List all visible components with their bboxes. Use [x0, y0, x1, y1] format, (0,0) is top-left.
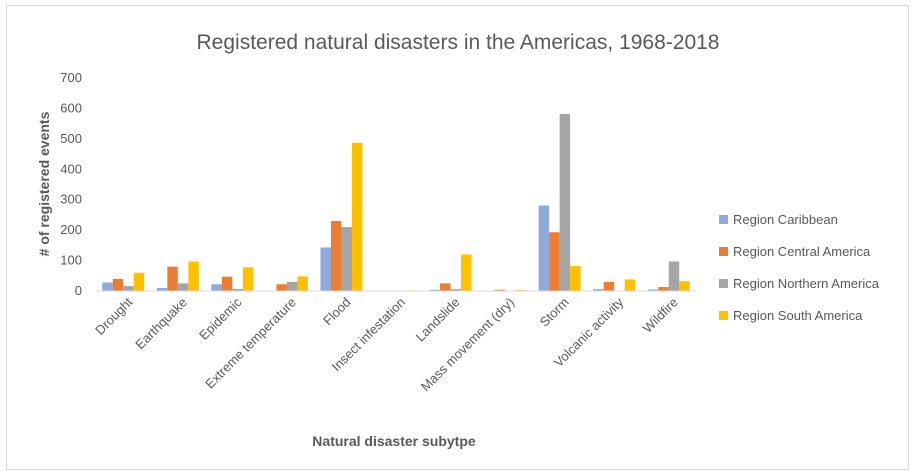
legend-label: Region South America: [733, 308, 863, 323]
bar: [668, 261, 680, 291]
x-tick-label: Extreme temperature: [202, 295, 299, 392]
bar: [211, 284, 222, 291]
bar: [232, 288, 243, 291]
chart-frame: [6, 5, 909, 470]
bar: [177, 283, 189, 291]
bar: [593, 289, 604, 291]
bar: [494, 289, 506, 291]
x-tick-label: Earthquake: [132, 295, 190, 353]
x-tick-label: Flood: [320, 295, 354, 329]
bar: [276, 284, 287, 291]
bar: [123, 286, 134, 291]
y-tick-label: 100: [60, 253, 82, 268]
bar: [286, 281, 298, 291]
bar: [341, 227, 352, 291]
x-tick-label: Drought: [92, 294, 136, 338]
bar: [450, 289, 462, 291]
bar: [133, 272, 145, 291]
bar: [242, 267, 254, 291]
bar: [559, 113, 571, 291]
legend-label: Region Northern America: [733, 276, 880, 291]
bar: [549, 232, 560, 291]
y-tick-label: 600: [60, 100, 82, 115]
y-tick-label: 0: [75, 283, 82, 298]
x-tick-label: Landslide: [413, 295, 463, 345]
x-tick-label: Epidemic: [196, 294, 245, 343]
bar: [167, 266, 178, 291]
legend-swatch: [719, 279, 728, 288]
y-tick-label: 700: [60, 70, 82, 85]
bar: [112, 278, 124, 291]
legend-swatch: [719, 247, 728, 256]
bar: [679, 281, 690, 291]
bar: [570, 266, 581, 291]
y-axis-title: # of registered events: [36, 111, 52, 256]
bar: [156, 287, 168, 291]
y-tick-label: 400: [60, 161, 82, 176]
x-tick-label: Mass movement (dry): [418, 295, 517, 394]
bar: [461, 254, 472, 291]
chart-title: Registered natural disasters in the Amer…: [197, 31, 720, 54]
bar: [538, 205, 550, 291]
y-tick-label: 300: [60, 192, 82, 207]
bar: [429, 289, 441, 291]
bar: [297, 276, 308, 291]
legend-label: Region Central America: [733, 244, 871, 259]
bar: [102, 282, 113, 291]
x-tick-label: Wildfire: [640, 295, 681, 336]
x-tick-label: Storm: [537, 295, 572, 330]
bar: [658, 287, 669, 291]
bar: [603, 281, 615, 291]
legend-swatch: [719, 215, 728, 224]
y-tick-label: 500: [60, 131, 82, 146]
y-tick-label: 200: [60, 222, 82, 237]
bar: [624, 279, 636, 291]
bar: [351, 142, 363, 291]
bar: [188, 261, 199, 291]
legend-swatch: [719, 311, 728, 320]
bar: [320, 247, 331, 291]
bar: [647, 289, 659, 291]
bar: [221, 276, 233, 291]
legend-label: Region Caribbean: [733, 212, 838, 227]
bars: [102, 113, 690, 291]
x-axis-title: Natural disaster subytpe: [312, 433, 476, 449]
y-axis: 0 100 200 300 400 500 600 700: [60, 70, 82, 298]
bar: [330, 221, 342, 291]
legend: Region Caribbean Region Central America Re…: [719, 212, 880, 323]
bar: [440, 283, 451, 291]
